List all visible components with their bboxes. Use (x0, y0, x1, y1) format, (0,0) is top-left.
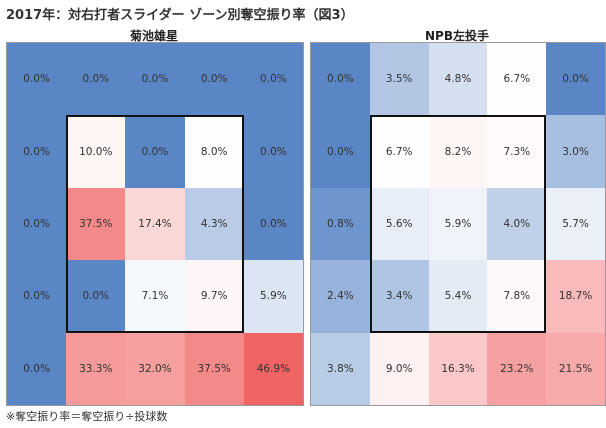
heatmap-cell: 0.0% (7, 260, 67, 333)
heatmap-kikuchi: 0.0% 0.0% 0.0% 0.0% 0.0% 0.0% 10.0% 0.0% 8.0% 0.0… (6, 42, 304, 406)
heatmap-cell: 2.4% (311, 260, 370, 333)
heatmap-cell: 33.3% (66, 332, 126, 405)
heatmap-cell: 6.7% (369, 115, 429, 188)
heatmap-cell: 37.5% (66, 187, 126, 261)
footnote: ※奪空振り率＝奪空振り÷投球数 (6, 410, 168, 423)
heatmap-cell: 5.9% (243, 260, 303, 333)
heatmap-cell: 0.0% (243, 115, 303, 188)
heatmap-cell: 32.0% (125, 332, 185, 405)
heatmap-cell: 23.2% (487, 332, 547, 405)
heatmap-cell: 7.3% (487, 115, 547, 188)
heatmap-cell: 9.7% (184, 260, 244, 333)
heatmap-cell: 5.9% (428, 187, 488, 261)
heatmap-cell: 46.9% (243, 332, 303, 405)
heatmap-cell: 0.0% (243, 187, 303, 261)
heatmap-cell: 10.0% (66, 115, 126, 188)
heatmap-cell: 17.4% (125, 187, 185, 261)
heatmap-cell: 7.8% (487, 260, 547, 333)
heatmap-cell: 0.0% (7, 43, 67, 116)
heatmap-cell: 0.0% (66, 43, 126, 116)
figure-title: 2017年：対右打者スライダー ゾーン別奪空振り率（図3） (6, 8, 354, 23)
heatmap-npb-lhp: 0.0% 3.5% 4.8% 6.7% 0.0% 0.0% 6.7% 8.2% 7.3% 3.0%… (310, 42, 606, 406)
heatmap-cell: 4.8% (428, 43, 488, 116)
heatmap-cell: 4.3% (184, 187, 244, 261)
heatmap-cell: 3.5% (369, 43, 429, 116)
heatmap-cell: 37.5% (184, 332, 244, 405)
heatmap-cell: 3.4% (369, 260, 429, 333)
panel-title-kikuchi: 菊池雄星 (129, 29, 178, 43)
heatmap-cell: 16.3% (428, 332, 488, 405)
heatmap-cell: 5.7% (546, 187, 605, 261)
heatmap-cell: 0.0% (546, 43, 605, 116)
heatmap-cell: 4.0% (487, 187, 547, 261)
heatmap-cell: 5.6% (369, 187, 429, 261)
heatmap-cell: 0.0% (7, 187, 67, 261)
heatmap-cell: 0.0% (7, 332, 67, 405)
heatmap-cell: 0.0% (125, 43, 185, 116)
heatmap-cell: 0.0% (66, 260, 126, 333)
heatmap-cell: 3.0% (546, 115, 605, 188)
heatmap-cell: 21.5% (546, 332, 605, 405)
heatmap-cell: 3.8% (311, 332, 370, 405)
heatmap-cell: 8.2% (428, 115, 488, 188)
heatmap-cell: 9.0% (369, 332, 429, 405)
panel-title-npb-lhp: NPB左投手 (425, 29, 489, 43)
heatmap-cell: 8.0% (184, 115, 244, 188)
heatmap-cell: 0.0% (311, 43, 370, 116)
heatmap-cell: 6.7% (487, 43, 547, 116)
heatmap-cell: 0.8% (311, 187, 370, 261)
heatmap-cell: 0.0% (311, 115, 370, 188)
heatmap-cell: 0.0% (7, 115, 67, 188)
heatmap-cell: 5.4% (428, 260, 488, 333)
heatmap-cell: 0.0% (243, 43, 303, 116)
heatmap-cell: 7.1% (125, 260, 185, 333)
heatmap-cell: 0.0% (125, 115, 185, 188)
heatmap-cell: 18.7% (546, 260, 605, 333)
heatmap-cell: 0.0% (184, 43, 244, 116)
